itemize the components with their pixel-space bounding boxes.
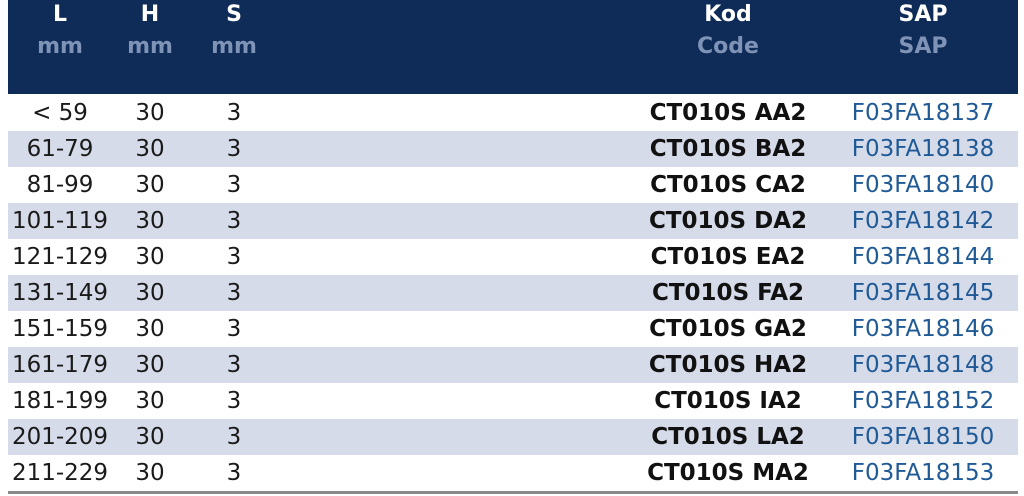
cell-sap: F03FA18138 bbox=[851, 136, 995, 162]
cell-h: 30 bbox=[135, 388, 165, 414]
cell-kod: CT010S IA2 bbox=[654, 388, 802, 414]
cell-h: 30 bbox=[135, 280, 165, 306]
cell-sap: F03FA18144 bbox=[851, 244, 995, 270]
cell-h: 30 bbox=[135, 460, 165, 486]
cell-h: 30 bbox=[135, 352, 165, 378]
cell-s: 3 bbox=[226, 244, 242, 270]
cell-kod: CT010S MA2 bbox=[647, 460, 809, 486]
cell-l: 181-199 bbox=[11, 388, 109, 414]
cell-l: 211-229 bbox=[11, 460, 109, 486]
header-sap-sub: SAP bbox=[898, 34, 948, 59]
header-sap-label: SAP bbox=[898, 2, 948, 27]
cell-kod: CT010S DA2 bbox=[648, 208, 808, 234]
cell-sap: F03FA18150 bbox=[851, 424, 995, 450]
header-h: H mm bbox=[110, 0, 190, 63]
cell-kod: CT010S CA2 bbox=[650, 172, 806, 198]
cell-kod: CT010S HA2 bbox=[648, 352, 808, 378]
table-row: 101-119 30 3 CT010S DA2 F03FA18142 bbox=[8, 203, 1018, 239]
cell-s: 3 bbox=[226, 208, 242, 234]
table-row: 181-199 30 3 CT010S IA2 F03FA18152 bbox=[8, 383, 1018, 419]
header-l: L mm bbox=[8, 0, 112, 63]
header-s-label: S bbox=[226, 2, 242, 27]
cell-sap: F03FA18137 bbox=[851, 100, 995, 126]
header-kod: Kod Code bbox=[608, 0, 848, 63]
cell-sap: F03FA18152 bbox=[851, 388, 995, 414]
cell-h: 30 bbox=[135, 172, 165, 198]
cell-l: 131-149 bbox=[11, 280, 109, 306]
cell-l: 101-119 bbox=[11, 208, 109, 234]
cell-s: 3 bbox=[226, 172, 242, 198]
table-row: 151-159 30 3 CT010S GA2 F03FA18146 bbox=[8, 311, 1018, 347]
header-kod-label: Kod bbox=[704, 2, 752, 27]
cell-s: 3 bbox=[226, 100, 242, 126]
cell-kod: CT010S LA2 bbox=[651, 424, 805, 450]
table-row: 161-179 30 3 CT010S HA2 F03FA18148 bbox=[8, 347, 1018, 383]
cell-l: 121-129 bbox=[11, 244, 109, 270]
cell-h: 30 bbox=[135, 136, 165, 162]
cell-sap: F03FA18142 bbox=[851, 208, 995, 234]
cell-l: 81-99 bbox=[26, 172, 94, 198]
cell-l: 161-179 bbox=[11, 352, 109, 378]
cell-sap: F03FA18148 bbox=[851, 352, 995, 378]
header-h-unit: mm bbox=[127, 34, 173, 59]
header-l-label: L bbox=[52, 2, 68, 27]
header-kod-sub: Code bbox=[697, 34, 759, 59]
header-l-unit: mm bbox=[37, 34, 83, 59]
cell-l: < 59 bbox=[32, 100, 88, 126]
cell-h: 30 bbox=[135, 424, 165, 450]
cell-sap: F03FA18146 bbox=[851, 316, 995, 342]
cell-sap: F03FA18145 bbox=[851, 280, 995, 306]
table-row: 201-209 30 3 CT010S LA2 F03FA18150 bbox=[8, 419, 1018, 455]
cell-sap: F03FA18140 bbox=[851, 172, 995, 198]
cell-s: 3 bbox=[226, 316, 242, 342]
cell-l: 61-79 bbox=[26, 136, 94, 162]
header-s-unit: mm bbox=[211, 34, 257, 59]
header-s: S mm bbox=[194, 0, 274, 63]
cell-s: 3 bbox=[226, 460, 242, 486]
table-row: 211-229 30 3 CT010S MA2 F03FA18153 bbox=[8, 455, 1018, 491]
table-row: 61-79 30 3 CT010S BA2 F03FA18138 bbox=[8, 131, 1018, 167]
table-header bbox=[8, 0, 1018, 94]
cell-sap: F03FA18153 bbox=[851, 460, 995, 486]
table-body: < 59 30 3 CT010S AA2 F03FA18137 61-79 30 3 CT010… bbox=[8, 95, 1018, 491]
table-row: 131-149 30 3 CT010S FA2 F03FA18145 bbox=[8, 275, 1018, 311]
header-sap: SAP SAP bbox=[828, 0, 1018, 63]
table-row: 81-99 30 3 CT010S CA2 F03FA18140 bbox=[8, 167, 1018, 203]
header-h-label: H bbox=[140, 2, 160, 27]
cell-h: 30 bbox=[135, 208, 165, 234]
cell-kod: CT010S EA2 bbox=[650, 244, 806, 270]
table-bottom-border bbox=[8, 491, 1018, 494]
cell-s: 3 bbox=[226, 136, 242, 162]
cell-s: 3 bbox=[226, 424, 242, 450]
cell-l: 201-209 bbox=[11, 424, 109, 450]
cell-h: 30 bbox=[135, 244, 165, 270]
cell-h: 30 bbox=[135, 316, 165, 342]
cell-kod: CT010S BA2 bbox=[649, 136, 807, 162]
cell-s: 3 bbox=[226, 388, 242, 414]
table-row: < 59 30 3 CT010S AA2 F03FA18137 bbox=[8, 95, 1018, 131]
table-row: 121-129 30 3 CT010S EA2 F03FA18144 bbox=[8, 239, 1018, 275]
cell-s: 3 bbox=[226, 352, 242, 378]
cell-h: 30 bbox=[135, 100, 165, 126]
cell-s: 3 bbox=[226, 280, 242, 306]
cell-kod: CT010S FA2 bbox=[651, 280, 805, 306]
cell-l: 151-159 bbox=[11, 316, 109, 342]
cell-kod: CT010S AA2 bbox=[649, 100, 807, 126]
cell-kod: CT010S GA2 bbox=[649, 316, 807, 342]
